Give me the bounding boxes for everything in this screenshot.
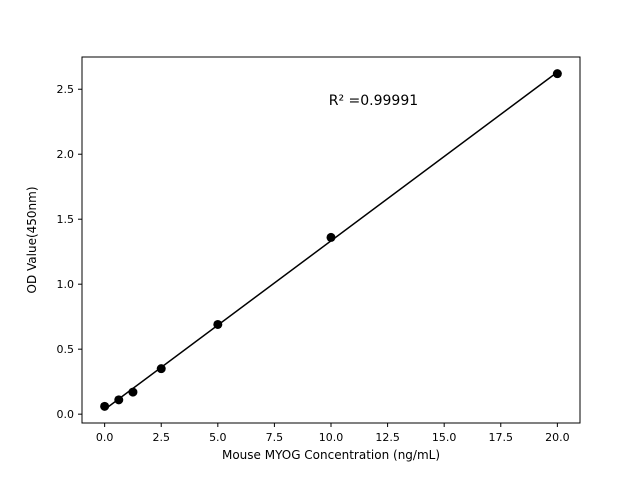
data-point (100, 401, 110, 411)
y-tick-label: 0.5 (57, 343, 75, 356)
data-point (326, 232, 336, 242)
x-tick-label: 17.5 (489, 431, 514, 444)
x-tick-label: 20.0 (545, 431, 570, 444)
data-point (128, 387, 138, 397)
y-tick-label: 2.0 (57, 148, 75, 161)
x-tick-label: 10.0 (319, 431, 344, 444)
x-tick-label: 0.0 (96, 431, 114, 444)
data-point (114, 395, 124, 405)
data-point (156, 364, 166, 374)
r-squared-annotation: R² =0.99991 (329, 93, 418, 109)
x-tick-label: 2.5 (152, 431, 170, 444)
x-tick-label: 5.0 (209, 431, 227, 444)
y-tick-label: 0.0 (57, 408, 75, 421)
x-tick-label: 7.5 (266, 431, 284, 444)
x-axis-label: Mouse MYOG Concentration (ng/mL) (222, 448, 440, 462)
y-axis-label: OD Value(450nm) (25, 186, 39, 293)
data-point (552, 69, 562, 79)
y-tick-label: 1.5 (57, 213, 75, 226)
x-tick-label: 12.5 (375, 431, 400, 444)
y-tick-label: 2.5 (57, 83, 75, 96)
data-point (213, 319, 223, 329)
x-tick-label: 15.0 (432, 431, 457, 444)
y-tick-label: 1.0 (57, 278, 75, 291)
